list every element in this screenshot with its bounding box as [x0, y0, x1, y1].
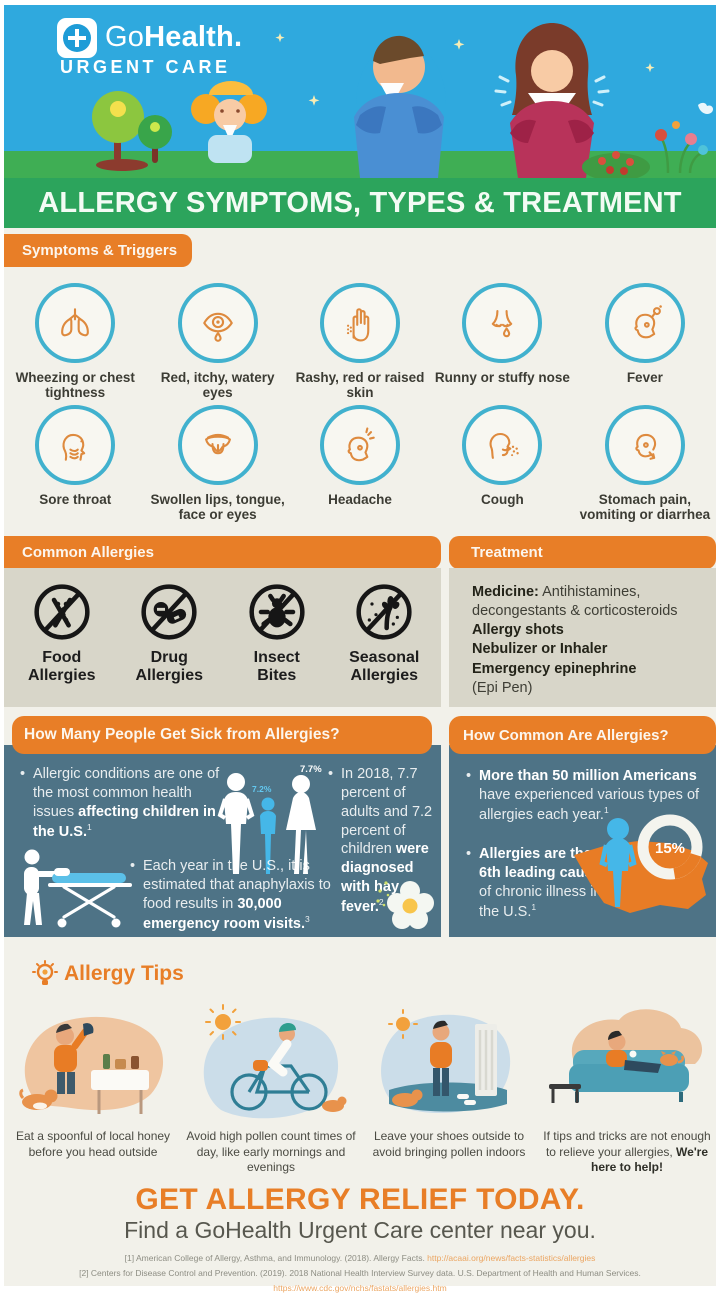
footnote-3-link[interactable]: https://www.foodsafety.gov/blog/protect-…	[458, 1298, 692, 1299]
allergy-drug: Drug Allergies	[116, 580, 224, 685]
common-bullet-2: Allergies are the 6th leading cause of c…	[466, 845, 613, 921]
no-pills-icon	[141, 584, 197, 640]
watery-eye-icon	[202, 312, 233, 342]
urgent-care-label: URGENT CARE	[60, 57, 231, 77]
footnote-2: [2] Centers for Disease Control and Prev…	[79, 1267, 641, 1293]
treatment-panel	[449, 568, 716, 707]
common-bullet-1: More than 50 million Americans have expe…	[466, 767, 717, 824]
sparkle-icon	[275, 33, 655, 106]
sick-bullet-1: Allergic conditions are one of the most …	[20, 765, 225, 841]
fever-head-icon	[634, 305, 662, 339]
tip-we-help	[538, 1000, 716, 1125]
footnote-1: [1] American College of Allergy, Asthma,…	[124, 1253, 596, 1263]
adult-percent-label: 7.7%	[300, 764, 322, 775]
child-percent-label: 7.2%	[252, 784, 272, 794]
cough-icon	[489, 432, 520, 459]
symptom-stomach-pain: Stomach pain, vomiting or diarrhea	[574, 405, 716, 522]
symptom-cough: Cough	[431, 405, 573, 522]
donut-percent-label: 15%	[655, 840, 685, 857]
symptoms-row-2: Sore throat Swollen lips, tongue, face o…	[4, 405, 716, 522]
symptom-sore-throat: Sore throat	[4, 405, 146, 522]
lungs-icon	[61, 308, 90, 337]
footnotes: [1] American College of Allergy, Asthma,…	[4, 1251, 716, 1299]
tip-caption-2: Avoid high pollen count times of day, li…	[186, 1129, 356, 1175]
main-title-banner: ALLERGY SYMPTOMS, TYPES & TREATMENT	[4, 178, 716, 228]
symptom-runny-nose: Runny or stuffy nose	[431, 283, 573, 400]
common-allergies-tag: Common Allergies	[4, 536, 441, 569]
allergy-food: Food Allergies	[8, 580, 116, 685]
woman-sneezing-illustration	[494, 23, 610, 178]
no-wheat-icon	[34, 584, 90, 640]
person-figure	[599, 818, 637, 907]
allergy-seasonal: Seasonal Allergies	[331, 580, 439, 685]
flower-bush-illustration	[582, 151, 650, 181]
couch-rest-illustration	[549, 1008, 703, 1103]
symptoms-row-1: Wheezing or chest tightness Red, itchy, …	[4, 283, 716, 400]
stretcher-illustration	[24, 849, 132, 928]
swollen-tongue-icon	[204, 433, 231, 455]
tip-caption-3: Leave your shoes outside to avoid bringi…	[372, 1129, 526, 1159]
cta-title: GET ALLERGY RELIEF TODAY.	[135, 1183, 585, 1216]
tip-shoes-outside	[360, 1000, 538, 1125]
cta-subtitle: Find a GoHealth Urgent Care center near …	[124, 1217, 596, 1243]
donut-chart: 15%	[637, 814, 703, 880]
gohealth-logo-icon	[57, 18, 97, 58]
symptom-swollen-lips: Swollen lips, tongue, face or eyes	[146, 405, 288, 522]
girl-blowing-nose-illustration	[191, 81, 267, 163]
infographic-canvas: GoHealth. URGENT CARE ALLERGY SYMPTOMS, …	[4, 5, 717, 1299]
common-allergies-row: Food Allergies Drug Allergies Insect Bit…	[8, 580, 438, 685]
no-insect-icon	[249, 584, 305, 640]
sick-bullet-3: Each year in the U.S., it is estimated t…	[130, 857, 339, 933]
us-map-illustration: 15%	[574, 814, 708, 913]
footnote-3: [3] FoodSafety.gov. (2020). Protect Your…	[4, 1296, 716, 1299]
treatment-tag: Treatment	[449, 536, 716, 569]
medicine-label: Medicine:	[472, 584, 539, 600]
symptoms-triggers-tag: Symptoms & Triggers	[4, 234, 192, 267]
tip-caption-1: Eat a spoonful of local honey before you…	[15, 1129, 171, 1159]
tip-pollen-times	[182, 1000, 360, 1125]
symptom-wheezing: Wheezing or chest tightness	[4, 283, 146, 400]
lightbulb-icon	[32, 960, 58, 985]
cycling-illustration	[203, 1003, 347, 1118]
sore-throat-icon	[62, 433, 86, 461]
sick-bullet-2: In 2018, 7.7 percent of adults and 7.2 p…	[328, 765, 441, 917]
no-pollen-icon	[356, 584, 412, 640]
allergy-insect: Insect Bites	[223, 580, 331, 685]
adult-man-figure	[217, 773, 255, 874]
treatment-text: Medicine: Antihistamines, decongestants …	[472, 584, 678, 696]
header-scene-illustration	[4, 5, 716, 181]
tip-caption-4: If tips and tricks are not enough to rel…	[543, 1129, 711, 1175]
common-stats-header: How Common Are Allergies?	[449, 716, 716, 754]
gohealth-logo-text: GoHealth.	[105, 21, 243, 53]
symptom-rashy-skin: Rashy, red or raised skin	[289, 283, 431, 400]
headache-icon	[347, 427, 375, 462]
tip-honey	[4, 1000, 182, 1125]
footnote-2-link[interactable]: https://www.cdc.gov/nchs/fastats/allergi…	[273, 1282, 447, 1293]
symptom-fever: Fever	[574, 283, 716, 400]
stomach-pain-icon	[635, 433, 656, 460]
symptom-headache: Headache	[289, 405, 431, 522]
wildflowers-illustration	[655, 102, 714, 174]
flower-illustration	[376, 881, 434, 929]
honey-table-illustration	[19, 1016, 164, 1114]
footnote-1-link[interactable]: http://acaai.org/news/facts-statistics/a…	[427, 1253, 596, 1263]
header-illustration: GoHealth. URGENT CARE	[4, 5, 716, 181]
tips-header: Allergy Tips	[64, 962, 184, 985]
sick-stats-header: How Many People Get Sick from Allergies?	[12, 716, 432, 754]
runny-nose-icon	[492, 310, 513, 338]
trees-illustration	[92, 91, 172, 171]
sneeze-droplets-icon	[494, 75, 610, 107]
child-figure	[260, 797, 276, 874]
man-sneezing-illustration	[354, 35, 446, 178]
symptom-watery-eyes: Red, itchy, watery eyes	[146, 283, 288, 400]
rashy-hand-icon	[346, 308, 370, 342]
shoes-outside-illustration	[381, 1008, 511, 1113]
